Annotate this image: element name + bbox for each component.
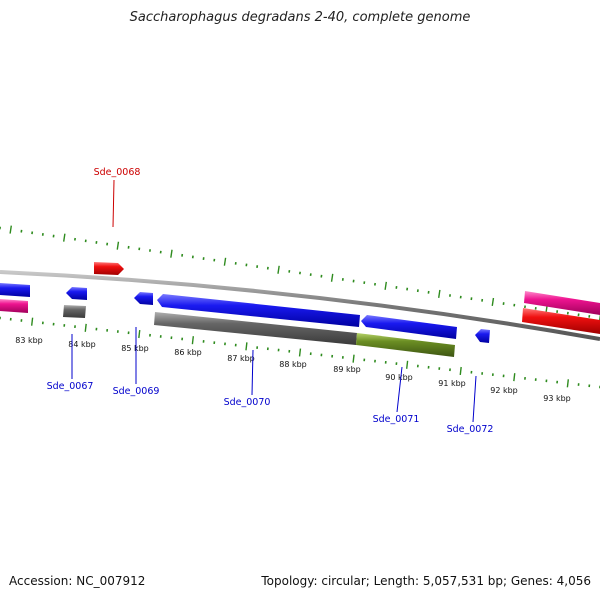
- gene-blue-sde0070: [157, 294, 360, 327]
- gene-labels: Sde_0068 Sde_0067 Sde_0069 Sde_0070 Sde_0071…: [47, 167, 494, 435]
- upper-ring-major-tick: [63, 233, 66, 242]
- gene-label: Sde_0071: [373, 414, 420, 425]
- kbp-tick-label: 86 kbp: [174, 348, 202, 357]
- gene-olive-sde0071: [356, 333, 455, 357]
- kbp-tick-label: 92 kbp: [490, 386, 518, 395]
- upper-ring-major-tick: [438, 289, 441, 298]
- upper-ring-major-tick: [116, 241, 120, 250]
- lower-ring-major-tick: [459, 366, 462, 376]
- gene-red-sde0068: [94, 262, 124, 275]
- kbp-tick-labels: 83 kbp 84 kbp 85 kbp 86 kbp 87 kbp 88 kbp 89 k…: [15, 336, 571, 403]
- lower-ring-major-tick: [191, 336, 195, 345]
- lower-ring-major-tick: [405, 360, 409, 369]
- gene-gray-sde0067: [63, 305, 86, 318]
- gene-label-leader-line: [112, 179, 115, 228]
- map-title: Saccharophagus degradans 2-40, complete …: [129, 10, 471, 25]
- kbp-tick-label: 87 kbp: [227, 354, 255, 363]
- lower-ring-major-tick: [513, 373, 516, 382]
- gene-red-right-edge: [522, 308, 600, 334]
- kbp-tick-label: 84 kbp: [68, 340, 96, 349]
- upper-ring-major-tick: [384, 281, 387, 290]
- upper-ring-major-tick: [170, 249, 173, 258]
- kbp-tick-label: 85 kbp: [121, 344, 149, 353]
- gene-label: Sde_0072: [447, 424, 494, 435]
- kbp-tick-label: 93 kbp: [543, 394, 571, 403]
- lower-ring-major-tick: [84, 323, 87, 332]
- gene-blue-sde0067: [66, 287, 87, 300]
- gene-label: Sde_0070: [224, 397, 271, 408]
- gene-label: Sde_0068: [94, 167, 141, 178]
- gene-label-leader-line: [396, 366, 403, 413]
- kbp-tick-label: 91 kbp: [438, 379, 466, 388]
- upper-ring-major-tick: [330, 273, 334, 282]
- kbp-tick-label: 90 kbp: [385, 373, 413, 382]
- upper-ring-major-tick: [9, 225, 12, 234]
- lower-tick-ring: [0, 316, 600, 389]
- gene-blue-sde0069: [134, 292, 153, 305]
- gene-label-leader-line: [472, 375, 477, 423]
- lower-ring-major-tick: [138, 329, 141, 339]
- gene-features: [0, 262, 600, 357]
- upper-ring-major-tick: [277, 265, 280, 274]
- genome-backbone: [0, 270, 600, 341]
- kbp-tick-label: 89 kbp: [333, 365, 361, 374]
- gene-blue-sde0071: [361, 315, 457, 339]
- lower-ring-major-tick: [30, 317, 34, 326]
- gene-pink-left-edge: [0, 299, 28, 313]
- upper-ring-major-tick: [491, 297, 495, 306]
- lower-ring-major-tick: [566, 379, 570, 388]
- accession-text: Accession: NC_007912: [9, 574, 146, 588]
- upper-ring-major-tick: [223, 257, 227, 266]
- gene-label: Sde_0069: [113, 386, 160, 397]
- genome-summary-text: Topology: circular; Length: 5,057,531 bp…: [261, 574, 591, 588]
- gene-label: Sde_0067: [47, 381, 94, 392]
- gene-pink-right-edge: [524, 291, 600, 315]
- gene-blue-left-edge: [0, 283, 30, 297]
- lower-ring-major-tick: [298, 348, 302, 357]
- kbp-tick-label: 83 kbp: [15, 336, 43, 345]
- lower-ring-major-tick: [245, 342, 248, 351]
- kbp-tick-label: 88 kbp: [279, 360, 307, 369]
- gene-gray-sde0070: [154, 312, 357, 345]
- gene-blue-sde0072: [475, 329, 490, 343]
- upper-tick-ring: [0, 225, 600, 323]
- lower-ring-major-tick: [352, 354, 355, 363]
- gene-label-leader-line: [251, 349, 254, 396]
